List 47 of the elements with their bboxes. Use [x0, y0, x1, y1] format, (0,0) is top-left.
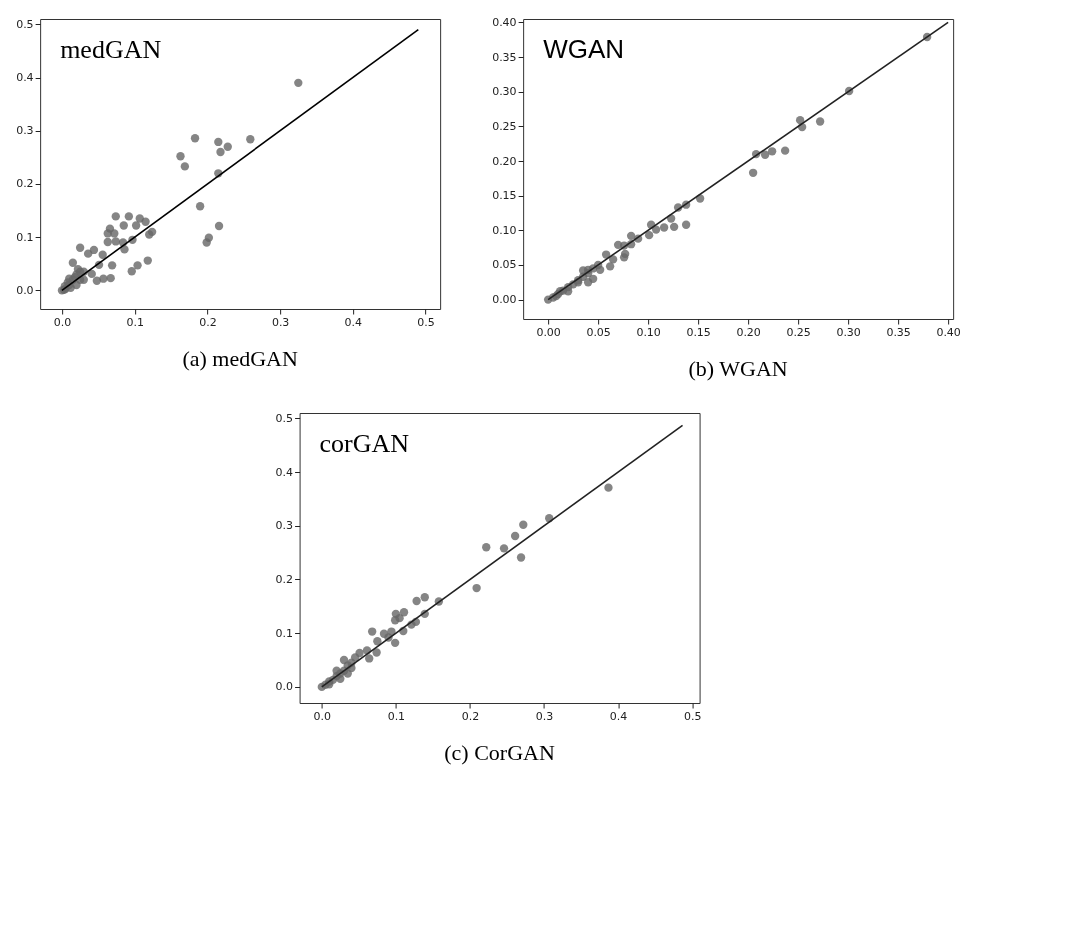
- x-tick-label: 0.15: [686, 325, 711, 339]
- x-tick-label: 0.3: [535, 709, 554, 723]
- x-tick-label: 0.30: [836, 325, 861, 339]
- text: (c) CorGAN: [444, 740, 555, 765]
- y-tick-label: 0.05: [492, 258, 517, 272]
- y-tick-label: 0.2: [16, 177, 34, 191]
- y-tick-label: 0.4: [16, 71, 34, 85]
- x-tick-label: 0.5: [683, 709, 702, 723]
- x-tick-label: 0.10: [636, 325, 661, 339]
- y-tick-label: 0.2: [275, 572, 294, 586]
- text: (b) WGAN: [688, 356, 788, 381]
- x-tick-label: 0.20: [736, 325, 761, 339]
- y-tick-label: 0.3: [275, 519, 294, 533]
- x-tick-label: 0.4: [344, 315, 363, 329]
- x-tick-label: 0.0: [53, 315, 72, 329]
- y-tick-label: 0.1: [16, 230, 34, 244]
- x-tick-label: 0.2: [199, 315, 217, 329]
- x-tick-label: 0.00: [536, 325, 561, 339]
- y-tick-label: 0.1: [275, 626, 294, 640]
- x-tick-label: 0.1: [126, 315, 144, 329]
- x-tick-label: 0.1: [387, 709, 406, 723]
- annotation: WGAN: [543, 34, 625, 64]
- annotation: corGAN: [319, 429, 410, 458]
- x-tick-label: 0.25: [786, 325, 811, 339]
- x-tick-label: 0.35: [886, 325, 911, 339]
- x-tick-label: 0.4: [609, 709, 628, 723]
- y-tick-label: 0.25: [492, 119, 517, 133]
- y-tick-label: 0.30: [492, 85, 517, 99]
- x-tick-label: 0.40: [936, 325, 961, 339]
- y-tick-label: 0.5: [275, 411, 294, 425]
- x-tick-label: 0.05: [586, 325, 611, 339]
- y-tick-label: 0.0: [16, 283, 34, 297]
- y-tick-label: 0.15: [492, 189, 517, 203]
- y-tick-label: 0.40: [492, 15, 517, 29]
- y-tick-label: 0.3: [16, 124, 34, 138]
- annotation: medGAN: [60, 35, 162, 64]
- y-tick-label: 0.5: [16, 17, 34, 31]
- y-tick-label: 0.00: [492, 293, 517, 307]
- x-tick-label: 0.0: [313, 709, 332, 723]
- y-tick-label: 0.35: [492, 50, 517, 64]
- y-tick-label: 0.0: [275, 680, 294, 694]
- x-tick-label: 0.2: [461, 709, 480, 723]
- y-tick-label: 0.4: [275, 465, 294, 479]
- y-tick-label: 0.20: [492, 154, 517, 168]
- x-tick-label: 0.5: [417, 315, 435, 329]
- text: (a) medGAN: [182, 346, 298, 371]
- y-tick-label: 0.10: [492, 223, 517, 237]
